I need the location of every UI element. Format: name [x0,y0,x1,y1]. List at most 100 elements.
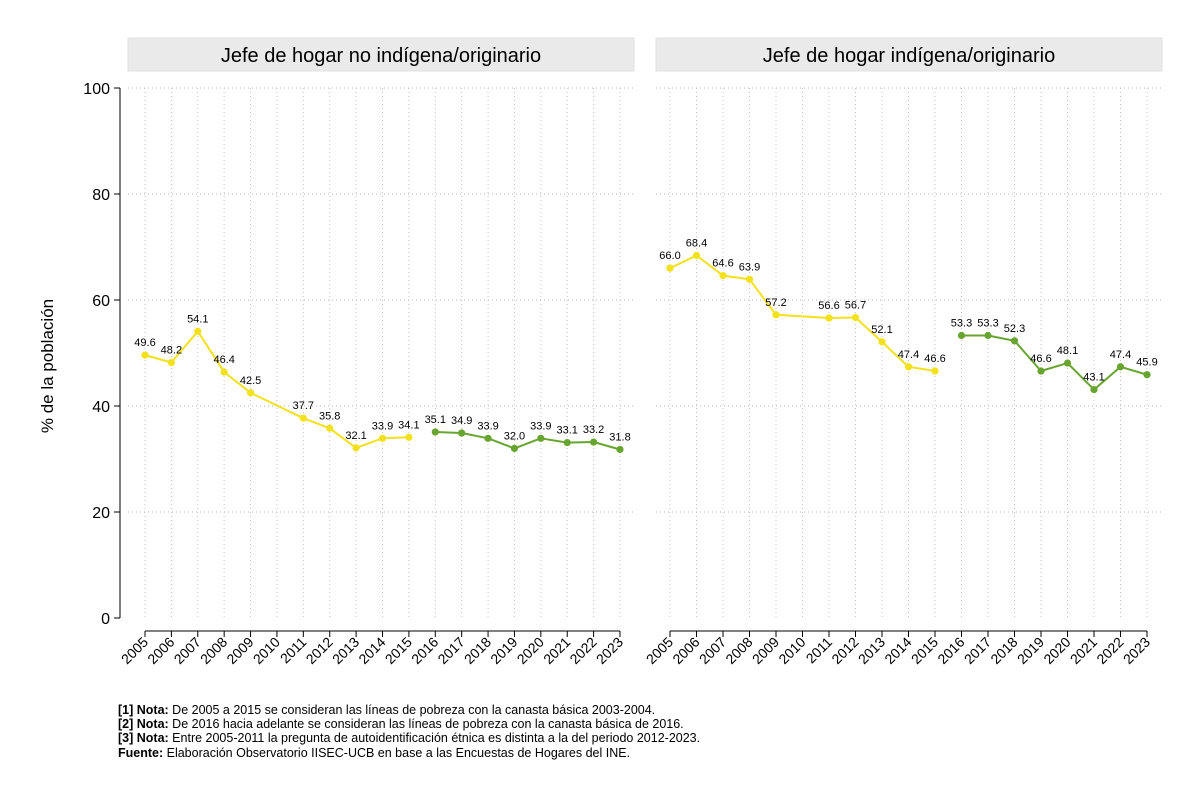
data-point [1037,367,1045,375]
data-point [246,389,255,397]
data-label: 54.1 [187,313,208,325]
data-point [851,313,860,322]
data-point [563,438,571,447]
data-point [1116,363,1125,371]
y-tick-label: 20 [92,505,110,522]
data-point [537,434,545,442]
x-tick-label: 2021 [540,634,573,667]
x-tick-label: 2009 [749,634,782,667]
x-tick-label: 2014 [881,634,914,667]
x-tick-label: 2005 [643,634,676,667]
data-point [299,414,307,422]
x-tick-label: 2014 [355,634,388,667]
data-label: 52.3 [1004,323,1025,335]
series-line-p1-s1 [144,330,409,449]
y-axis-label: % de la población [38,299,57,433]
x-tick-label: 2022 [1093,634,1126,667]
x-tick-label: 2013 [329,634,362,667]
data-label: 56.7 [845,299,866,311]
data-point [510,444,519,452]
chart-figure: 0 20 40 60 80 100 Jefe de hogar no indígena/or… [38,37,1163,667]
data-label: 32.1 [345,430,366,442]
data-point [220,368,228,376]
data-label: 66.0 [659,250,680,262]
data-point [590,438,598,446]
data-point [904,363,913,371]
x-tick-label: 2006 [669,634,702,667]
data-point [194,327,202,335]
data-label: 57.2 [765,297,786,309]
x-tick-label: 2023 [1120,634,1153,667]
data-label: 32.0 [504,430,525,442]
data-point [772,311,780,319]
data-point [141,351,149,359]
x-tick-label: 2008 [722,634,755,667]
x-tick-label: 2021 [1067,634,1100,667]
x-tick-label: 2008 [197,634,230,667]
data-label: 34.1 [398,419,419,431]
data-label: 46.6 [924,353,945,365]
data-point [484,434,492,442]
data-point [352,444,360,452]
data-point [1063,359,1072,367]
x-tick-label: 2012 [828,634,861,667]
data-label: 48.1 [1057,345,1078,357]
data-label: 33.9 [372,420,393,432]
data-label: 31.8 [609,431,630,443]
x-tick-label: 2011 [277,634,310,667]
x-tick-label: 2017 [961,634,994,667]
data-label: 33.2 [583,424,604,436]
data-point [378,434,387,442]
y-tick-label: 100 [83,81,110,98]
data-label: 35.1 [425,414,446,426]
x-tick-label: 2018 [987,634,1020,667]
data-point [878,338,886,346]
x-tick-label: 2018 [461,634,494,667]
data-point [719,272,727,280]
data-point [326,424,334,432]
data-label: 52.1 [871,324,892,336]
data-label: 45.9 [1136,357,1157,369]
x-tick-label: 2020 [1040,634,1073,667]
y-tick-label: 60 [92,293,110,310]
x-tick-label: 2007 [171,634,204,667]
panel-header-2 [655,37,1163,72]
data-point [745,275,754,283]
data-point [666,264,674,272]
x-tick-label: 2009 [223,634,256,667]
y-tick-label: 40 [92,399,110,416]
note-2: [2] Nota: De 2016 hacia adelante se cons… [118,717,684,732]
x-tick-label: 2010 [250,634,283,667]
data-label: 46.4 [213,354,234,366]
x-tick-label: 2017 [434,634,467,667]
data-point [616,445,624,454]
data-point [931,367,939,375]
note-1: [1] Nota: De 2005 a 2015 se consideran l… [118,703,656,717]
note-3: [3] Nota: Entre 2005-2011 la pregunta de… [118,731,701,746]
data-label: 64.6 [712,258,733,270]
x-tick-label: 2020 [514,634,547,667]
data-label: 43.1 [1083,372,1104,384]
series-line-p2-s2 [961,334,1148,391]
panel-title-1: Jefe de hogar no indígena/originario [221,45,541,67]
data-point [458,429,466,437]
x-tick-label: 2011 [803,634,836,667]
data-point [984,331,992,340]
x-tick-label: 2015 [382,634,415,667]
x-tick-label: 2019 [487,634,520,667]
data-point [1143,371,1151,379]
data-point [1010,337,1019,345]
data-point [1090,385,1098,394]
x-tick-label: 2016 [934,634,967,667]
x-tick-label: 2019 [1014,634,1047,667]
data-label: 48.2 [161,345,182,357]
data-label: 68.4 [686,237,707,249]
x-tick-label: 2023 [593,634,626,667]
data-label: 47.4 [1110,349,1131,361]
x-tick-label: 2007 [696,634,729,667]
chart-notes: [1] Nota: De 2005 a 2015 se consideran l… [118,703,700,760]
y-tick-label: 80 [92,187,110,204]
x-tick-label: 2005 [118,634,151,667]
data-label: 53.3 [951,318,972,330]
source-note: Fuente: Elaboración Observatorio IISEC-U… [118,745,631,760]
